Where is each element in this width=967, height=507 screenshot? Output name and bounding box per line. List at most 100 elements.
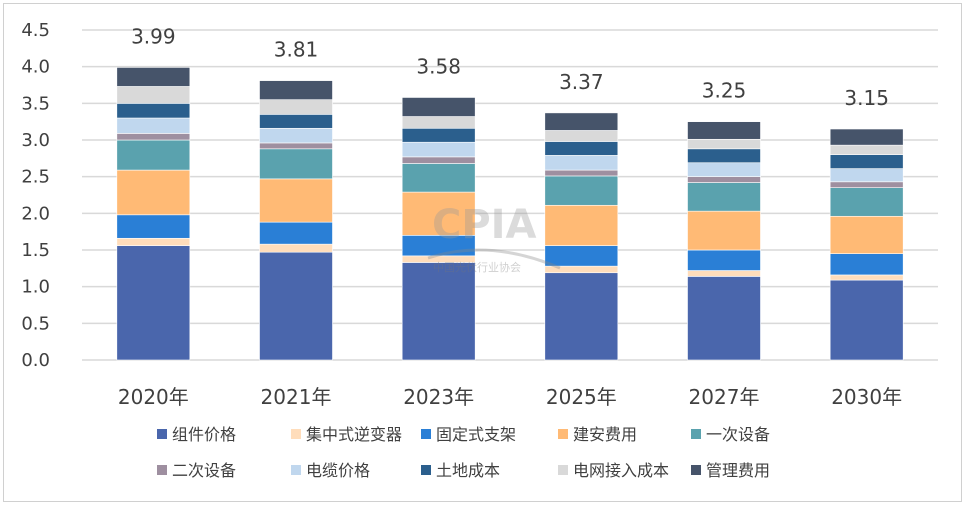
bar-segment-3-6 (544, 155, 619, 171)
bar-segment-3-2 (544, 245, 619, 267)
legend-label: 土地成本 (436, 461, 500, 480)
legend-label: 电缆价格 (306, 461, 370, 480)
bar-segment-2-5 (401, 156, 476, 164)
bar-segment-5-0 (829, 279, 904, 361)
x-tick-label: 2021年 (261, 385, 332, 409)
bar-segment-0-3 (116, 169, 191, 216)
bar-segment-5-4 (829, 187, 904, 217)
bar-segment-1-8 (259, 99, 333, 115)
legend-label: 电网接入成本 (573, 461, 669, 480)
x-tick-label: 2025年 (546, 385, 617, 409)
bar-segment-2-8 (401, 116, 476, 129)
y-tick-label: 1.0 (21, 277, 50, 298)
legend-swatch (291, 465, 301, 475)
bar-segment-5-7 (829, 154, 904, 169)
legend-swatch (558, 429, 568, 439)
bar-segment-1-6 (259, 127, 333, 144)
y-tick-label: 0.5 (21, 313, 50, 334)
legend-label: 二次设备 (172, 461, 236, 480)
x-tick-label: 2020年 (118, 385, 189, 409)
x-axis: 2020年 2021年 2023年 2025年 2027年 2030年 (118, 385, 902, 409)
bar-segment-4-8 (687, 138, 761, 150)
total-label: 3.99 (131, 24, 176, 48)
legend-label: 管理费用 (706, 461, 770, 480)
bar-segment-3-8 (544, 130, 619, 142)
bar-segment-1-9 (259, 80, 333, 100)
bar-segment-0-5 (116, 133, 191, 141)
bar-segment-0-2 (116, 214, 191, 239)
legend-label: 集中式逆变器 (306, 425, 402, 444)
legend-swatch (691, 429, 701, 439)
legend-label: 组件价格 (172, 425, 236, 444)
bar-segment-0-6 (116, 117, 191, 134)
legend-label: 固定式支架 (436, 425, 516, 444)
total-label: 3.58 (416, 54, 461, 78)
bar-segment-4-6 (687, 162, 761, 177)
x-tick-label: 2023年 (403, 385, 474, 409)
bar-segment-1-7 (259, 114, 333, 129)
bar-segment-0-0 (116, 245, 191, 361)
bar-segment-3-4 (544, 175, 619, 206)
bar-segment-4-2 (687, 249, 761, 271)
y-tick-label: 4.5 (21, 20, 50, 41)
y-tick-label: 1.5 (21, 240, 50, 261)
bar-segment-1-4 (259, 148, 333, 180)
y-tick-label: 0.0 (21, 350, 50, 371)
chart-frame (3, 3, 962, 502)
bar-segment-3-0 (544, 272, 619, 361)
y-axis: 0.0 0.5 1.0 1.5 2.0 2.5 3.0 3.5 4.0 4.5 (21, 20, 50, 371)
bar-segment-2-4 (401, 163, 476, 193)
bar-segment-4-5 (687, 176, 761, 183)
bar-segment-1-0 (259, 251, 333, 361)
bar-segment-4-3 (687, 210, 761, 251)
y-tick-label: 3.0 (21, 130, 50, 151)
legend-swatch (421, 429, 431, 439)
legend-swatch (291, 429, 301, 439)
bar-segment-3-3 (544, 204, 619, 246)
bar-segment-0-9 (116, 67, 191, 87)
bar-segment-1-2 (259, 221, 333, 245)
bar-segment-2-0 (401, 262, 476, 361)
bar-segment-5-9 (829, 128, 904, 146)
legend-swatch (691, 465, 701, 475)
bar-segment-5-3 (829, 215, 904, 254)
legend-swatch (157, 429, 167, 439)
bar-segment-2-6 (401, 141, 476, 158)
bar-segment-4-7 (687, 148, 761, 164)
bar-segment-5-8 (829, 144, 904, 155)
total-label: 3.37 (559, 70, 604, 94)
x-tick-label: 2027年 (689, 385, 760, 409)
gridlines (82, 29, 938, 361)
bar-segment-5-5 (829, 181, 904, 188)
bar-segment-5-2 (829, 253, 904, 276)
total-label: 3.81 (274, 38, 319, 62)
bar-segment-1-1 (259, 243, 333, 253)
bar-segment-5-1 (829, 274, 904, 281)
bar-segment-1-5 (259, 142, 333, 150)
bar-segment-3-5 (544, 169, 619, 177)
legend-label: 建安费用 (573, 425, 637, 444)
legend-swatch (157, 465, 167, 475)
bar-segment-0-8 (116, 86, 191, 104)
cpia-watermark: CPIA 中国光伏行业协会 (427, 202, 561, 274)
bars (116, 67, 904, 361)
bar-segment-1-3 (259, 178, 333, 223)
bar-segment-4-9 (687, 121, 761, 140)
legend-label: 一次设备 (706, 425, 770, 444)
bar-segment-4-4 (687, 182, 761, 212)
bar-segment-0-4 (116, 139, 191, 171)
bar-segment-3-9 (544, 112, 619, 131)
total-label: 3.15 (844, 86, 889, 110)
bar-segment-4-1 (687, 270, 761, 277)
y-tick-label: 2.5 (21, 167, 50, 188)
bar-segment-5-6 (829, 168, 904, 183)
svg-text:CPIA: CPIA (432, 202, 537, 248)
svg-text:中国光伏行业协会: 中国光伏行业协会 (433, 260, 521, 274)
y-tick-label: 4.0 (21, 57, 50, 78)
bar-segment-2-3 (401, 191, 476, 236)
bar-segment-0-7 (116, 103, 191, 119)
bar-segment-2-9 (401, 97, 476, 117)
x-tick-label: 2030年 (831, 385, 902, 409)
